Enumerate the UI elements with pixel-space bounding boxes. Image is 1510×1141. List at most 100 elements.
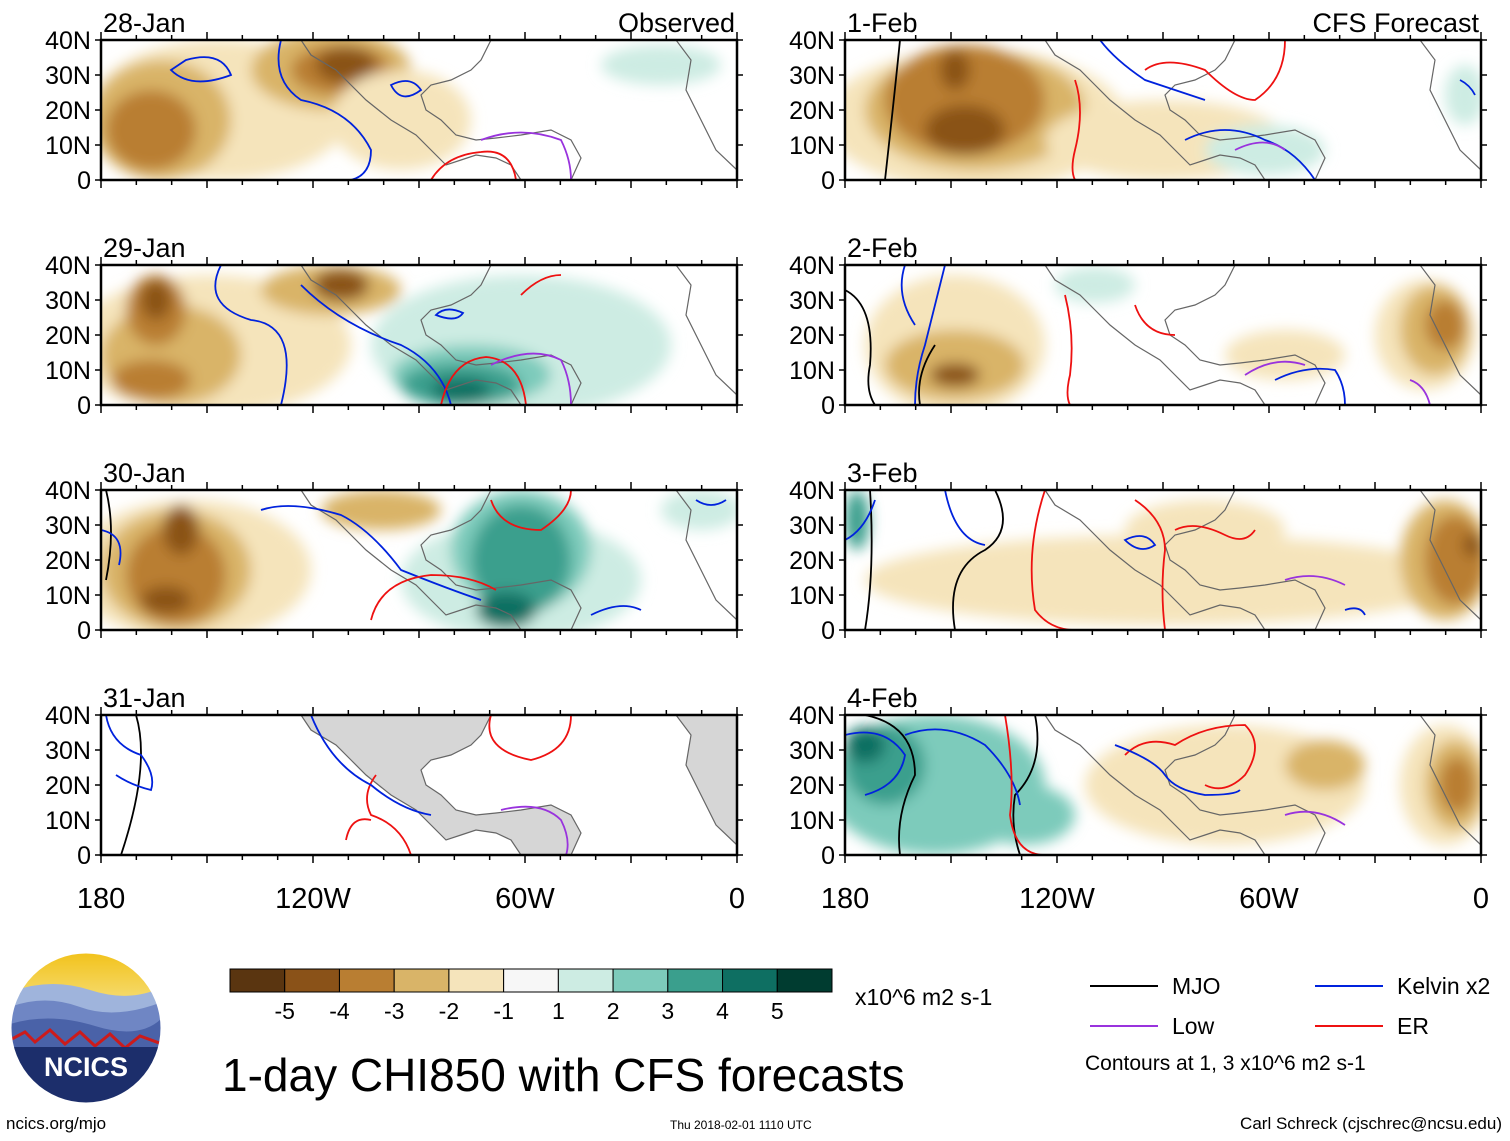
legend-label: Low bbox=[1172, 1013, 1215, 1039]
lon-label: 120W bbox=[275, 883, 351, 915]
contour-kelvin-x2 bbox=[1459, 79, 1476, 96]
footer-timestamp: Thu 2018-02-01 1110 UTC bbox=[670, 1118, 812, 1132]
colorbar-label: -3 bbox=[384, 998, 404, 1024]
lat-label: 0 bbox=[821, 842, 835, 870]
contour-er bbox=[440, 356, 527, 405]
shading-blob bbox=[925, 105, 1005, 155]
lat-label: 40N bbox=[45, 252, 91, 280]
lat-label: 40N bbox=[45, 702, 91, 730]
colorbar-swatch bbox=[448, 968, 505, 993]
contour-er bbox=[1134, 499, 1166, 630]
lat-label: 20N bbox=[789, 322, 835, 350]
legend-item-mjo: MJO bbox=[1090, 973, 1221, 999]
coastlines bbox=[300, 715, 737, 855]
colorbar-swatch bbox=[722, 968, 778, 993]
colorbar-label: 3 bbox=[661, 998, 674, 1024]
wave-contours bbox=[101, 490, 727, 621]
contour-low bbox=[500, 805, 569, 855]
shading-blob bbox=[476, 592, 536, 628]
shading-blob bbox=[1463, 533, 1481, 557]
shading-blob bbox=[106, 90, 196, 170]
lon-label: 60W bbox=[1239, 883, 1299, 915]
map-panel-28-jan: 40N 30N 20N 10N 0 28-Jan Observed bbox=[45, 8, 743, 195]
shading-blob bbox=[1225, 330, 1345, 380]
colorbar-swatch bbox=[393, 968, 450, 993]
contour-er bbox=[366, 774, 412, 855]
lat-label: 30N bbox=[45, 512, 91, 540]
contour-mjo bbox=[864, 715, 916, 855]
contour-kelvin-x2 bbox=[260, 505, 482, 601]
shading-blob bbox=[1285, 740, 1365, 790]
map-panel-4-feb: 40N 30N 20N 10N 0 4-Feb 180 120W 60W 0 bbox=[789, 683, 1489, 915]
coastline bbox=[675, 265, 737, 396]
coastline bbox=[1419, 40, 1481, 171]
shading-blob bbox=[431, 378, 491, 402]
lat-label: 20N bbox=[45, 322, 91, 350]
lat-label: 30N bbox=[45, 287, 91, 315]
coastlines bbox=[300, 40, 737, 180]
shading-blob bbox=[885, 45, 1045, 155]
colorbar-label: -1 bbox=[493, 998, 513, 1024]
contour-kelvin-x2 bbox=[310, 715, 432, 816]
colorbar-swatch bbox=[667, 968, 724, 993]
lon-label: 180 bbox=[821, 883, 869, 915]
shading-blob bbox=[321, 490, 441, 530]
lat-label: 20N bbox=[789, 97, 835, 125]
lat-label: 40N bbox=[789, 27, 835, 55]
shading-blob bbox=[111, 360, 191, 400]
contour-kelvin-x2 bbox=[277, 40, 372, 180]
contour-mjo bbox=[105, 490, 112, 581]
coastline bbox=[300, 265, 582, 405]
contour-kelvin-x2 bbox=[1123, 535, 1157, 550]
shading-blob bbox=[1439, 757, 1475, 813]
contour-er bbox=[1030, 490, 1076, 630]
lat-label: 10N bbox=[789, 357, 835, 385]
shading-blob bbox=[975, 785, 1075, 845]
contour-low bbox=[1284, 575, 1346, 586]
lat-label: 10N bbox=[789, 807, 835, 835]
lat-label: 30N bbox=[789, 512, 835, 540]
colorbar-units: x10^6 m2 s-1 bbox=[855, 984, 993, 1010]
lat-label: 0 bbox=[77, 392, 91, 420]
coastline bbox=[300, 715, 582, 855]
contour-er bbox=[370, 574, 497, 621]
contour-mjo bbox=[864, 490, 873, 630]
figure-title: 1-day CHI850 with CFS forecasts bbox=[222, 1049, 905, 1101]
shading-blob bbox=[163, 505, 199, 555]
colorbar-label: -5 bbox=[275, 998, 295, 1024]
footer-credit: Carl Schreck (cjschrec@ncsu.edu) bbox=[1240, 1114, 1502, 1133]
coastline bbox=[300, 490, 582, 630]
coastline bbox=[675, 490, 737, 621]
shading-blob bbox=[1445, 65, 1481, 125]
lat-label: 20N bbox=[789, 772, 835, 800]
contour-er bbox=[520, 274, 562, 296]
lon-label: 120W bbox=[1019, 883, 1095, 915]
lat-label: 30N bbox=[45, 737, 91, 765]
colorbar-swatch bbox=[612, 968, 669, 993]
contour-kelvin-x2 bbox=[300, 284, 452, 405]
legend-label: Kelvin x2 bbox=[1397, 973, 1490, 999]
contour-kelvin-x2 bbox=[105, 715, 154, 792]
lon-label: 60W bbox=[495, 883, 555, 915]
wave-contours bbox=[105, 715, 572, 855]
shading-blob bbox=[940, 50, 970, 90]
contour-er bbox=[1004, 715, 1046, 855]
panel-date: 29-Jan bbox=[103, 233, 186, 263]
panel-date: 1-Feb bbox=[847, 8, 918, 38]
lat-label: 40N bbox=[45, 27, 91, 55]
lat-label: 0 bbox=[821, 392, 835, 420]
colorbar-swatch bbox=[284, 968, 340, 993]
lat-label: 0 bbox=[77, 842, 91, 870]
contour-er bbox=[345, 818, 372, 841]
colorbar-label: 2 bbox=[607, 998, 620, 1024]
lat-label: 0 bbox=[821, 167, 835, 195]
shading-blob bbox=[661, 490, 737, 530]
wave-contours bbox=[845, 715, 1346, 855]
shading-blob bbox=[1205, 125, 1325, 175]
panel-date: 2-Feb bbox=[847, 233, 918, 263]
shading-blob bbox=[930, 363, 980, 387]
ncics-logo: NCICS bbox=[10, 952, 162, 1104]
contour-low bbox=[480, 131, 572, 180]
contour-er bbox=[1064, 294, 1073, 405]
